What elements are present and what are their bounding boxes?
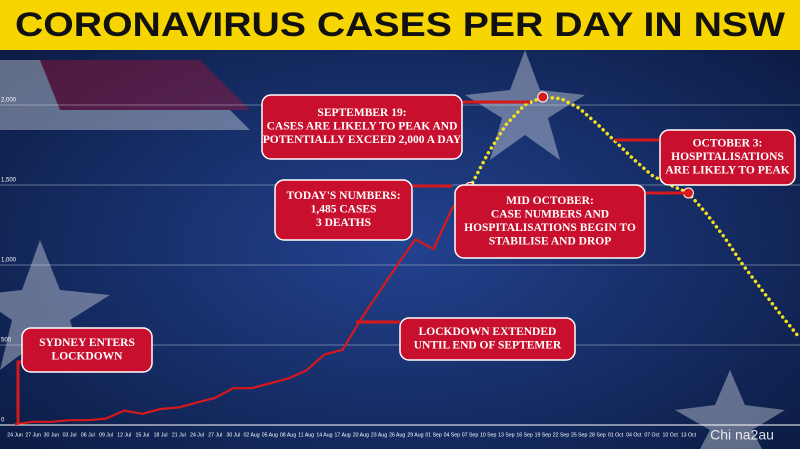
annotation-text: LOCKDOWN EXTENDED [419,326,557,338]
x-tick-label: 22 Sep [553,432,570,438]
y-tick-label: 0 [1,418,5,424]
watermark: Chi na2au [710,427,774,443]
chart-title: CORONAVIRUS CASES PER DAY IN NSW [15,6,786,44]
annotation-pointer [16,360,22,423]
annotation-text: 3 DEATHS [316,217,371,229]
x-tick-label: 24 Jul [190,432,204,438]
x-tick-label: 29 Aug [407,432,423,438]
x-tick-label: 07 Oct [644,432,660,438]
annotation-box [659,129,796,186]
x-tick-label: 30 Jun [44,432,60,438]
x-tick-label: 10 Sep [480,432,497,438]
x-tick-label: 05 Aug [262,432,278,438]
x-tick-label: 01 Sep [425,432,442,438]
x-tick-label: 11 Aug [298,432,314,438]
x-tick-label: 04 Oct [626,432,642,438]
annotation-box [399,317,576,361]
x-tick-label: 17 Aug [335,432,351,438]
x-tick-label: 27 Jul [208,432,222,438]
y-tick-label: 1,000 [1,258,17,264]
x-tick-label: 30 Jul [226,432,240,438]
line-actual [14,186,471,426]
line-projected [468,95,800,338]
annotation-text: HOSPITALISATIONS BEGIN TO [464,222,636,234]
y-tick-label: 2,000 [1,98,17,104]
x-tick-label: 16 Sep [516,432,533,438]
x-tick-label: 26 Aug [389,432,405,438]
annotation-box [454,184,646,259]
key-point [537,91,549,103]
x-tick-label: 13 Oct [681,432,697,438]
x-tick-label: 09 Jul [99,432,113,438]
x-tick-label: 06 Jul [81,432,95,438]
x-tick-label: 02 Aug [244,432,260,438]
x-tick-label: 18 Jul [154,432,168,438]
annotation-text: TODAY'S NUMBERS: [286,190,400,202]
annotation-text: HOSPITALISATIONS [671,151,784,163]
x-tick-label: 28 Sep [589,432,606,438]
x-tick-label: 01 Oct [608,432,624,438]
x-tick-label: 12 Jul [117,432,131,438]
x-tick-label: 13 Sep [498,432,515,438]
annotation-text: STABILISE AND DROP [489,235,612,247]
annotation-text: UNTIL END OF SEPTEMER [414,339,562,351]
x-tick-label: 07 Sep [462,432,479,438]
annotation-box [21,327,153,373]
x-tick-label: 14 Aug [316,432,332,438]
x-tick-label: 21 Jul [172,432,186,438]
x-tick-label: 23 Aug [371,432,387,438]
x-tick-label: 27 Jun [25,432,41,438]
title-bar [0,0,800,50]
x-tick-label: 24 Jun [7,432,23,438]
annotation-box [261,94,463,160]
x-tick-label: 08 Aug [280,432,296,438]
annotation-text: OCTOBER 3: [693,138,763,150]
annotation-text: CASE NUMBERS AND [491,208,609,220]
y-tick-label: 1,500 [1,178,17,184]
annotation-text: LOCKDOWN [52,350,124,362]
annotation-text: 1,485 CASES [311,204,377,216]
x-tick-label: 19 Sep [535,432,552,438]
annotation-text: SEPTEMBER 19: [317,107,406,119]
annotation-text: MID OCTOBER: [506,195,594,207]
annotation-text: POTENTIALLY EXCEED 2,000 A DAY [263,134,462,146]
annotation-text: SYDNEY ENTERS [39,337,135,349]
x-tick-label: 15 Jul [135,432,149,438]
x-tick-label: 20 Aug [353,432,369,438]
x-tick-label: 25 Sep [571,432,588,438]
y-tick-label: 500 [1,338,12,344]
x-tick-label: 04 Sep [444,432,461,438]
annotation-text: ARE LIKELY TO PEAK [665,165,789,177]
x-tick-label: 03 Jul [63,432,77,438]
annotation-text: CASES ARE LIKELY TO PEAK AND [267,121,458,133]
x-tick-label: 10 Oct [663,432,679,438]
annotation-box [274,179,413,241]
